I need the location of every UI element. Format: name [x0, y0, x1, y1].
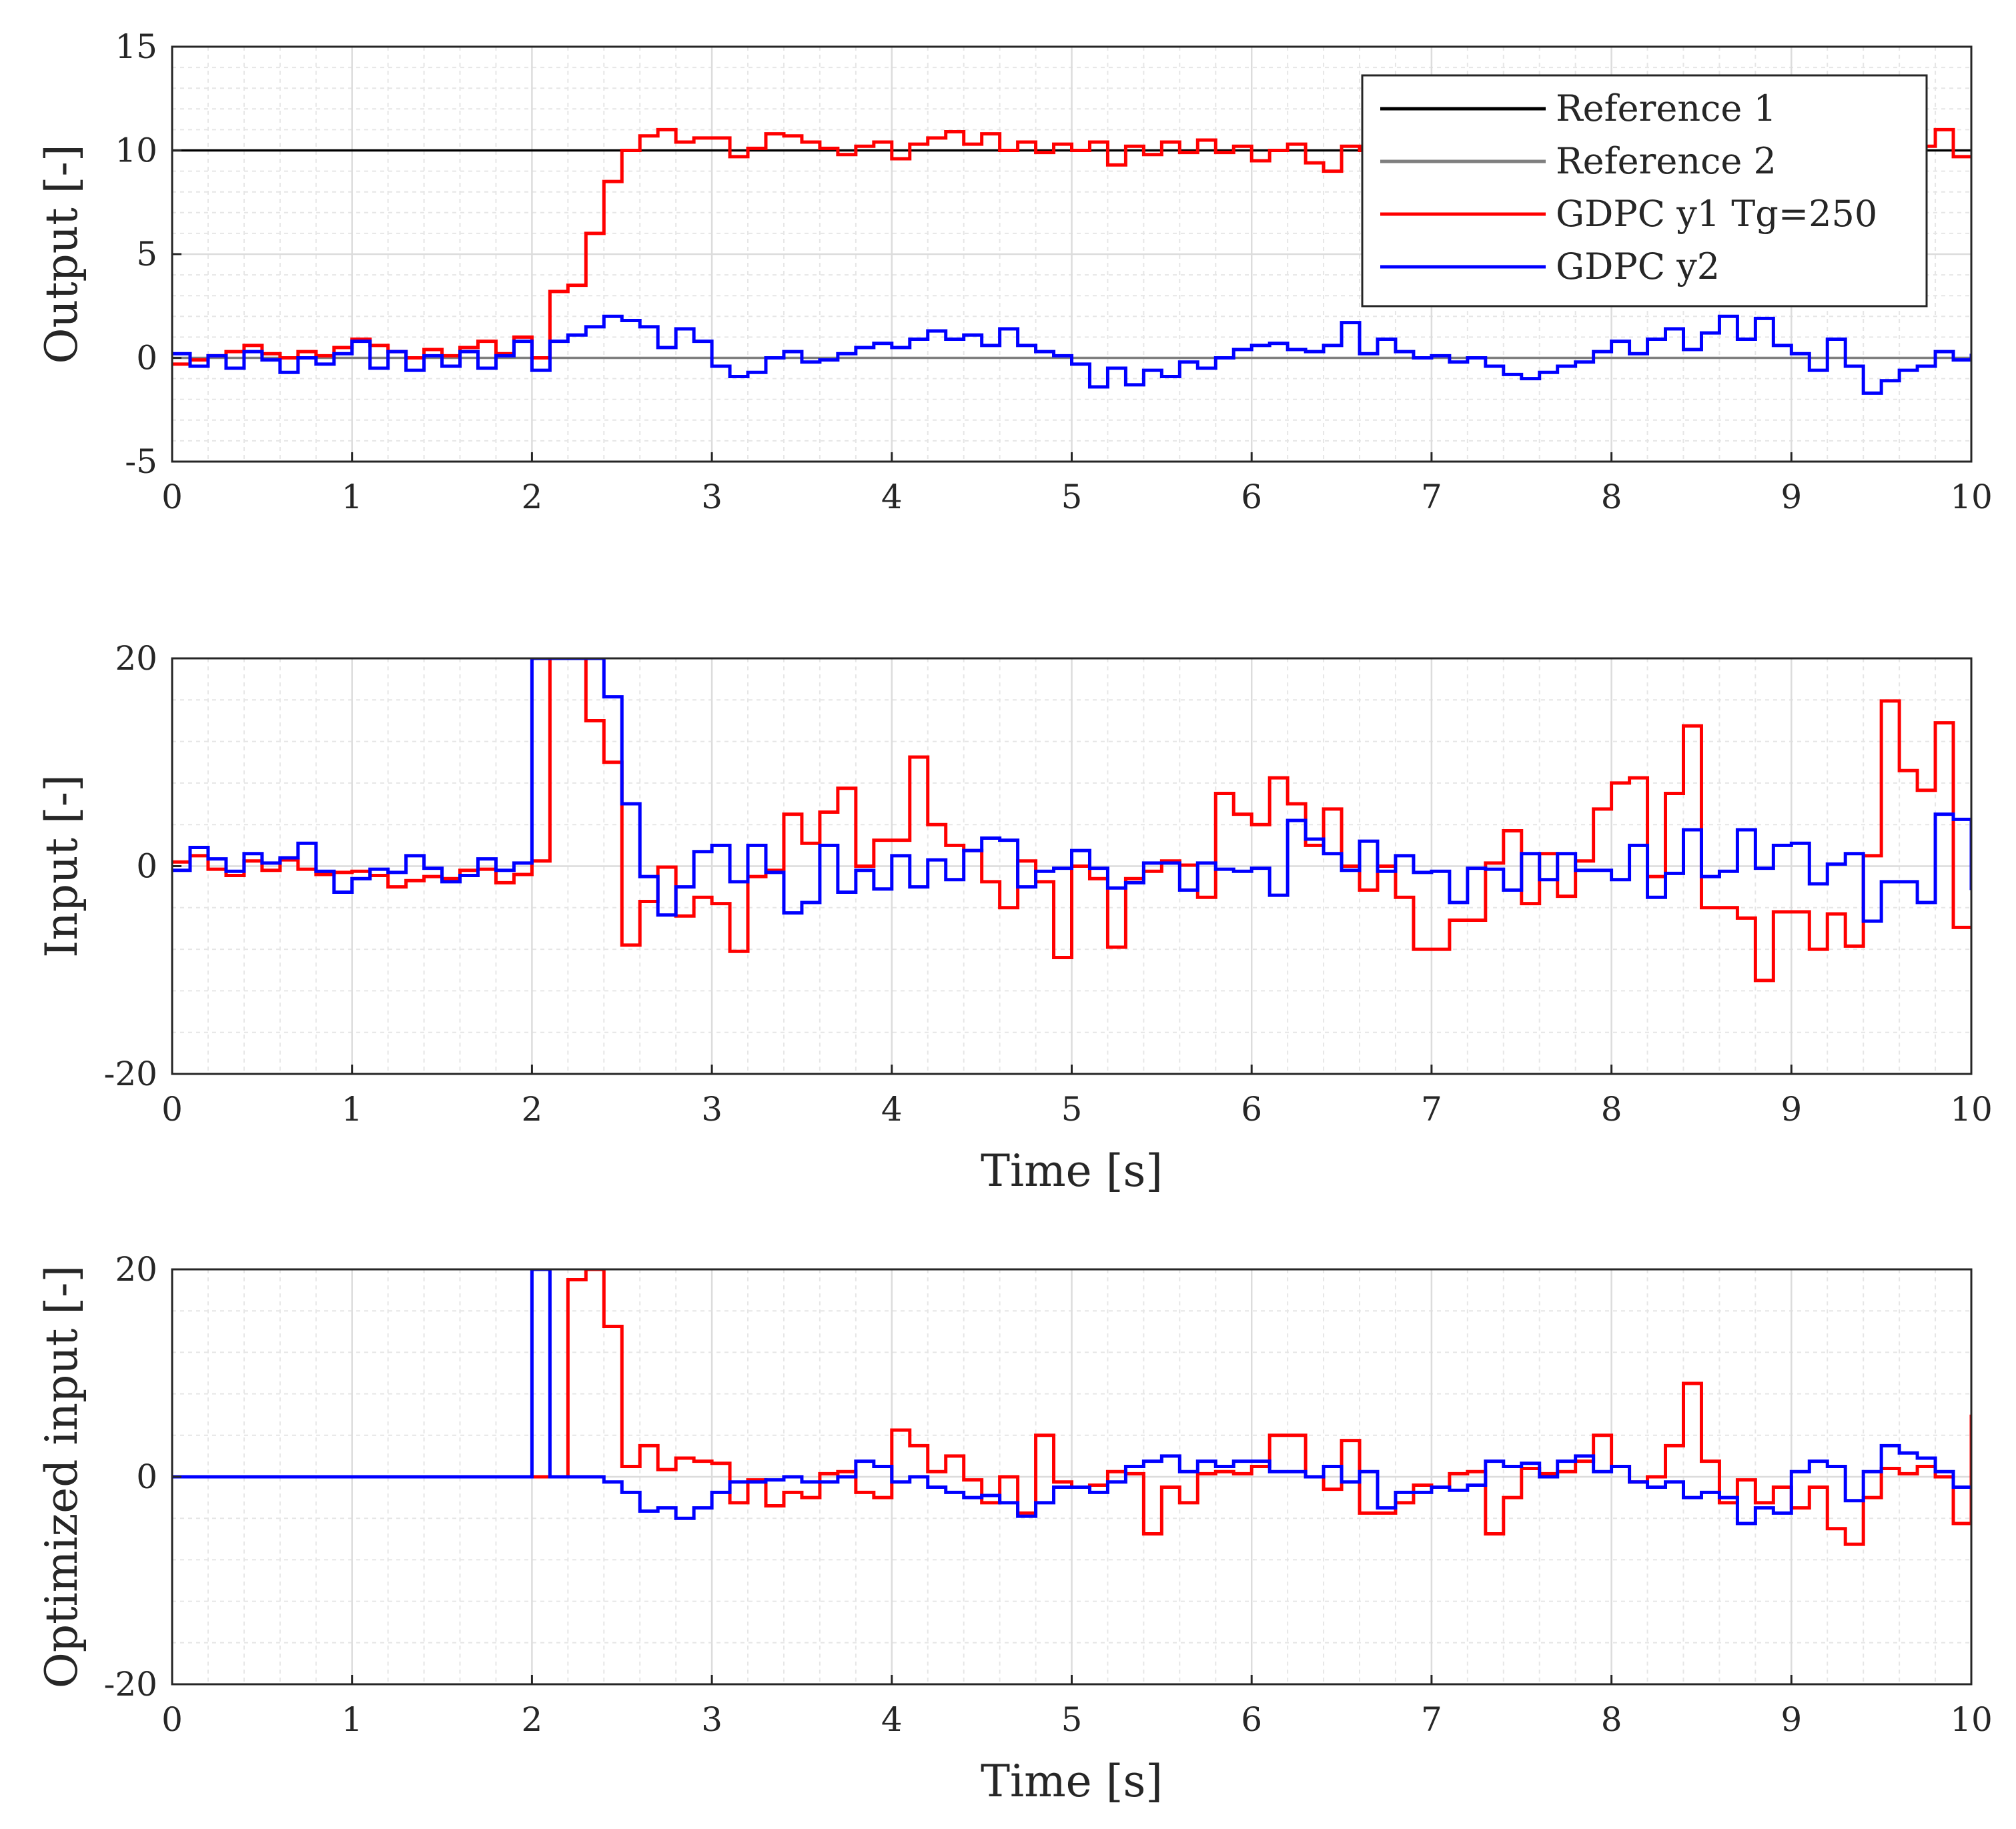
x-tick-label: 3 — [701, 1700, 722, 1739]
x-tick-label: 1 — [342, 478, 363, 516]
y-tick-label: -20 — [103, 1665, 157, 1704]
legend-label: GDPC y2 — [1556, 245, 1720, 287]
legend: Reference 1 Reference 2 GDPC y1 Tg=250 GDPC… — [1361, 74, 1928, 308]
x-axis-label: Time [s] — [981, 1756, 1163, 1807]
x-tick-label: 3 — [701, 478, 722, 516]
x-tick-label: 6 — [1241, 478, 1262, 516]
x-tick-label: 10 — [1950, 1090, 1993, 1129]
x-tick-label: 2 — [521, 1090, 542, 1129]
x-tick-label: 7 — [1421, 478, 1442, 516]
x-tick-label: 0 — [161, 1700, 183, 1739]
series-line-gdpc-du2 — [172, 1269, 1971, 1526]
x-tick-label: 3 — [701, 1090, 722, 1129]
y-tick-label: -5 — [125, 442, 157, 481]
x-tick-label: 10 — [1950, 1700, 1993, 1739]
y-axis-label: Input [-] — [36, 774, 87, 958]
x-tick-label: 7 — [1421, 1090, 1442, 1129]
x-tick-label: 1 — [342, 1090, 363, 1129]
y-tick-label: 10 — [115, 131, 157, 170]
y-axis-label: Optimized input [-] — [36, 1265, 87, 1688]
x-tick-label: 0 — [161, 1090, 183, 1129]
y-tick-label: 0 — [136, 847, 157, 886]
x-tick-label: 4 — [881, 1700, 903, 1739]
x-tick-label: 0 — [161, 478, 183, 516]
y-tick-label: 20 — [115, 639, 157, 678]
x-tick-label: 5 — [1061, 478, 1083, 516]
y-tick-label: 0 — [136, 339, 157, 378]
legend-label: Reference 2 — [1556, 140, 1777, 182]
x-tick-label: 5 — [1061, 1090, 1083, 1129]
y-tick-label: 20 — [115, 1250, 157, 1289]
x-tick-label: 6 — [1241, 1700, 1262, 1739]
x-tick-label: 8 — [1601, 1700, 1622, 1739]
y-tick-label: 0 — [136, 1457, 157, 1496]
series-line-gdpc-du1 — [172, 1269, 1971, 1546]
x-tick-label: 4 — [881, 478, 903, 516]
x-tick-label: 2 — [521, 478, 542, 516]
y-tick-label: -20 — [103, 1055, 157, 1093]
series-line-gdpc-u2 — [172, 658, 1971, 923]
x-tick-label: 9 — [1781, 1090, 1802, 1129]
x-tick-label: 9 — [1781, 1700, 1802, 1739]
x-tick-label: 2 — [521, 1700, 542, 1739]
x-tick-label: 8 — [1601, 1090, 1622, 1129]
y-axis-label: Output [-] — [36, 144, 87, 364]
x-tick-label: 5 — [1061, 1700, 1083, 1739]
x-tick-label: 1 — [342, 1700, 363, 1739]
legend-label: Reference 1 — [1556, 87, 1777, 129]
x-tick-label: 8 — [1601, 478, 1622, 516]
series-line-gdpc-u1 — [172, 658, 1971, 983]
legend-label: GDPC y1 Tg=250 — [1556, 193, 1877, 235]
x-tick-label: 7 — [1421, 1700, 1442, 1739]
y-tick-label: 5 — [136, 235, 157, 273]
x-tick-label: 9 — [1781, 478, 1802, 516]
x-tick-label: 10 — [1950, 478, 1993, 516]
x-tick-label: 4 — [881, 1090, 903, 1129]
series-line-gdpc-y2 — [172, 314, 1971, 395]
y-tick-label: 15 — [115, 27, 157, 66]
x-axis-label: Time [s] — [981, 1145, 1163, 1197]
x-tick-label: 6 — [1241, 1090, 1262, 1129]
